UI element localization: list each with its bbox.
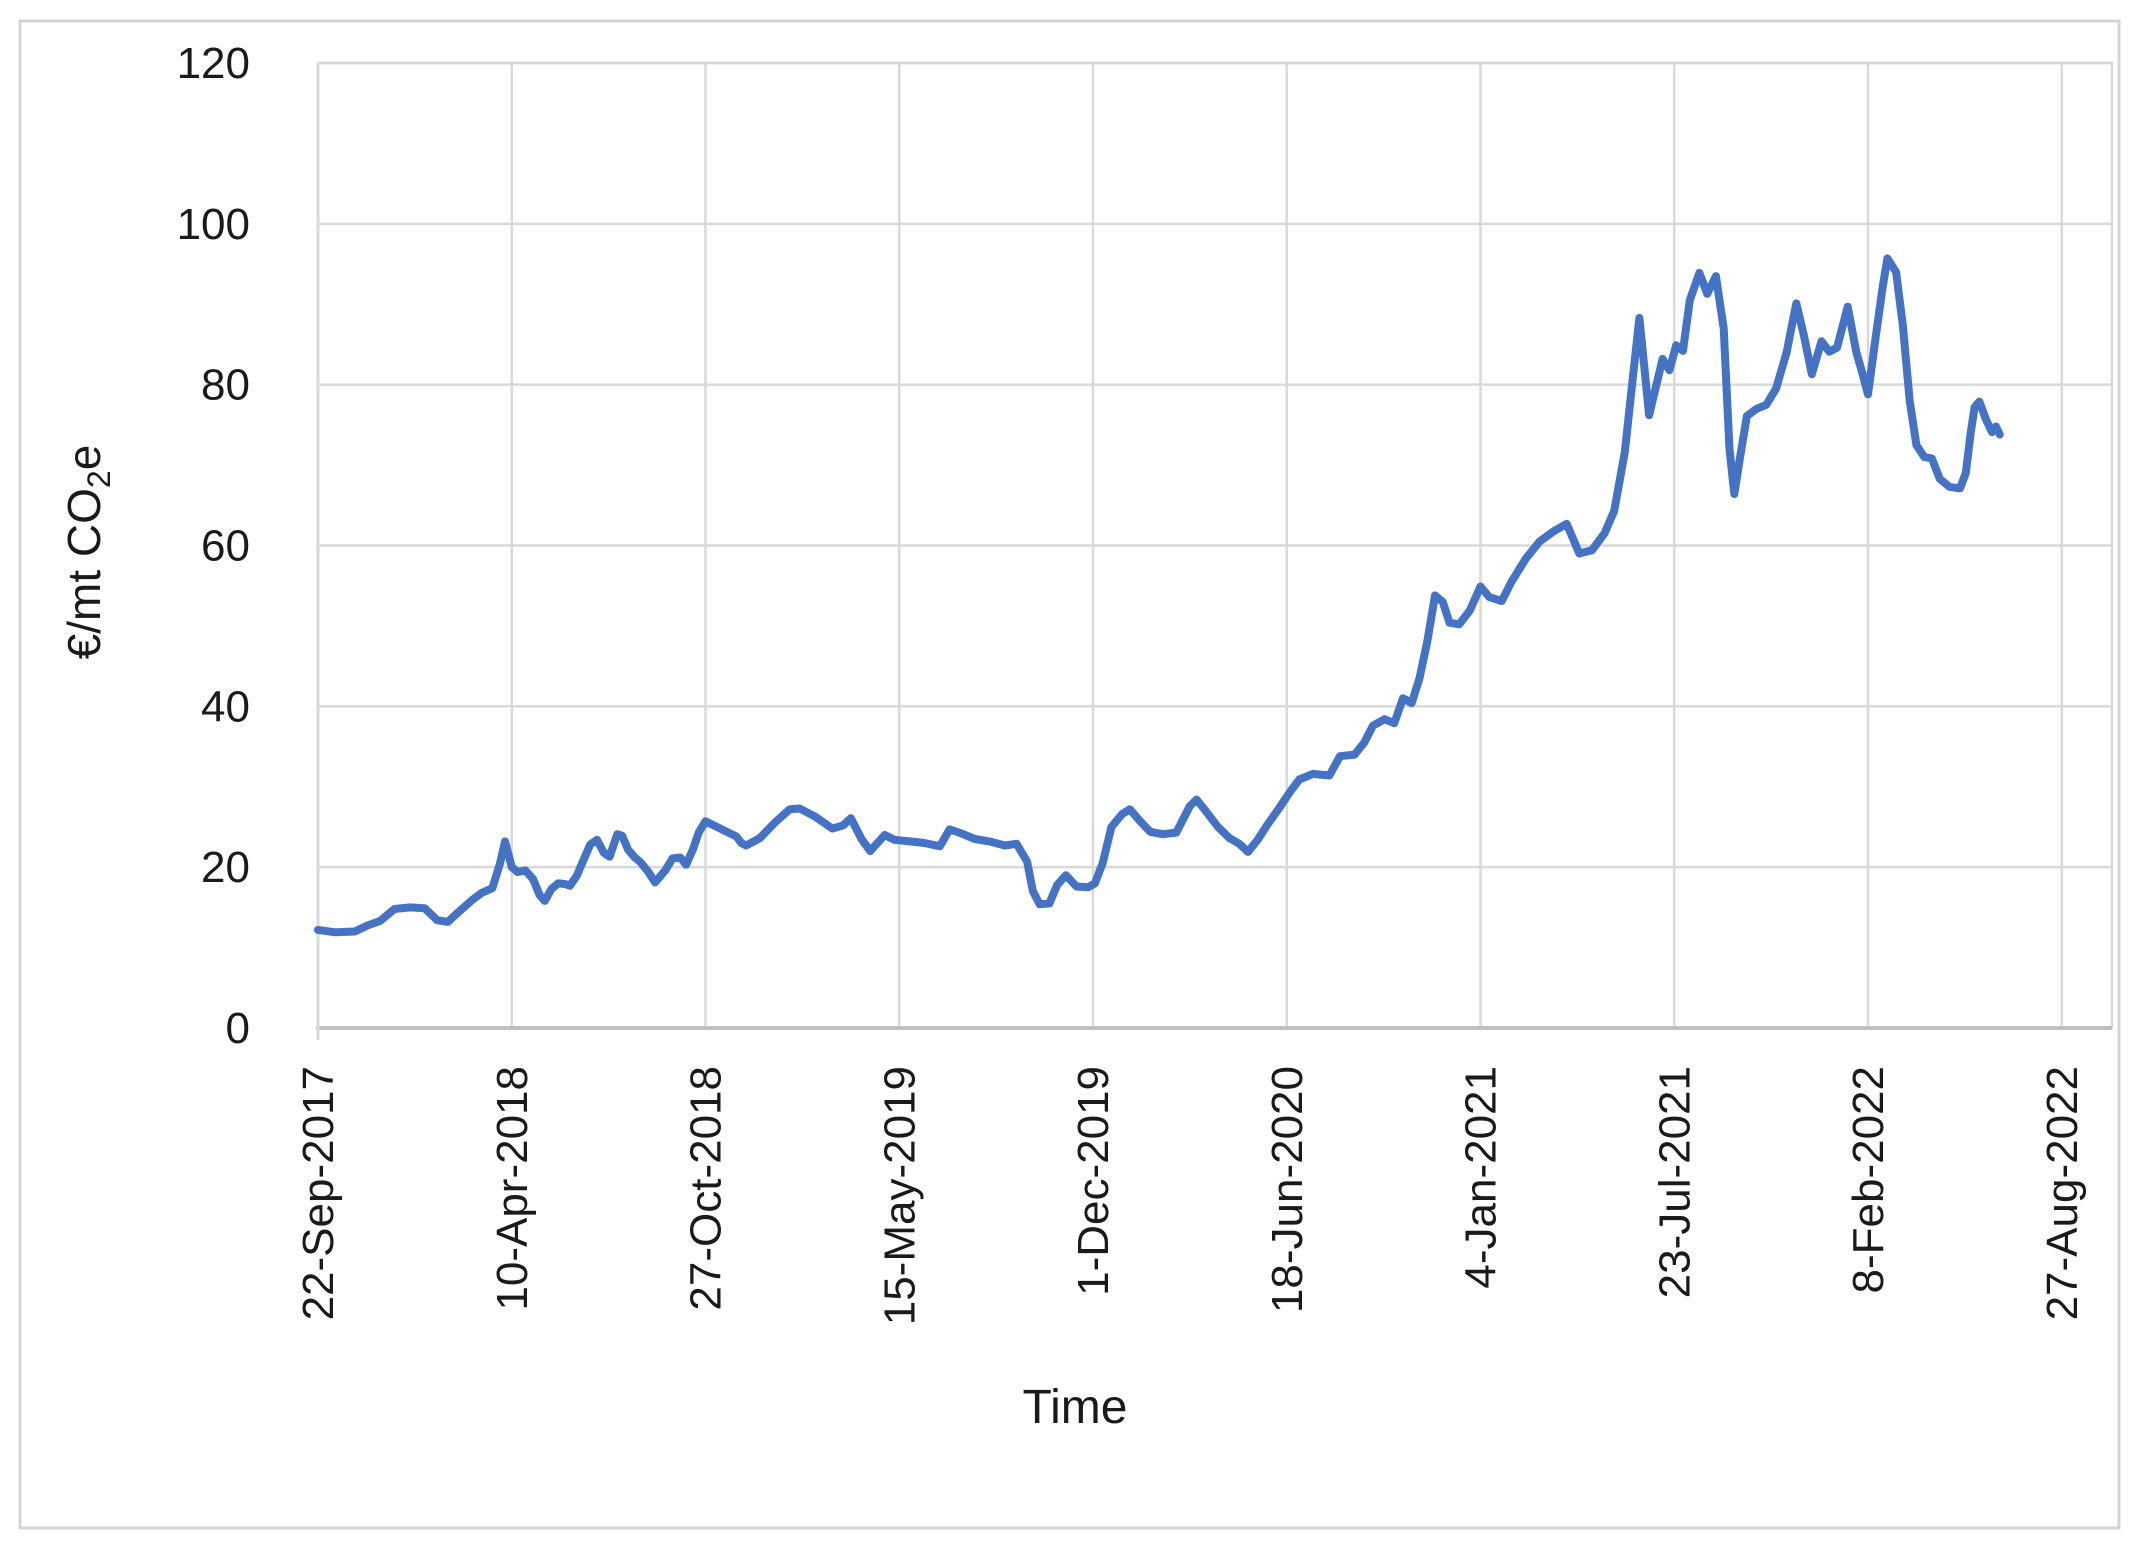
y-tick-label: 60 [201,522,250,571]
x-axis-title: Time [1023,1381,1128,1434]
y-tick-label: 80 [201,361,250,410]
x-tick-label: 27-Oct-2018 [682,1066,731,1311]
y-tick-label: 120 [177,39,250,88]
x-tick-labels: 22-Sep-2017 10-Apr-2018 27-Oct-2018 15-May-… [294,1066,2087,1325]
x-tick-label: 8-Feb-2022 [1844,1066,1893,1293]
x-tick-label: 18-Jun-2020 [1263,1066,1312,1313]
y-tick-label: 20 [201,843,250,892]
y-tick-label: 0 [226,1004,250,1053]
x-tick-label: 10-Apr-2018 [488,1066,537,1311]
x-tick-label: 4-Jan-2021 [1457,1066,1506,1289]
y-axis-title: €/mt CO2e [58,445,117,660]
x-tick-label: 22-Sep-2017 [294,1066,343,1320]
x-tick-label: 23-Jul-2021 [1650,1066,1699,1298]
outer-frame [18,19,2121,1530]
y-tick-label: 100 [177,200,250,249]
x-tick-label: 27-Aug-2022 [2038,1066,2087,1320]
y-axis-title-subscript: 2 [81,470,117,488]
y-tick-labels: 0 20 40 60 80 100 120 [177,39,250,1053]
x-tick-label: 1-Dec-2019 [1069,1066,1118,1296]
y-axis-title-main: €/mt CO [58,488,110,659]
x-tick-label: 15-May-2019 [875,1066,924,1325]
y-axis-title-suffix: e [58,445,110,471]
price-line [314,254,2004,937]
horizontal-gridlines [318,61,2112,1030]
y-tick-label: 40 [201,682,250,731]
